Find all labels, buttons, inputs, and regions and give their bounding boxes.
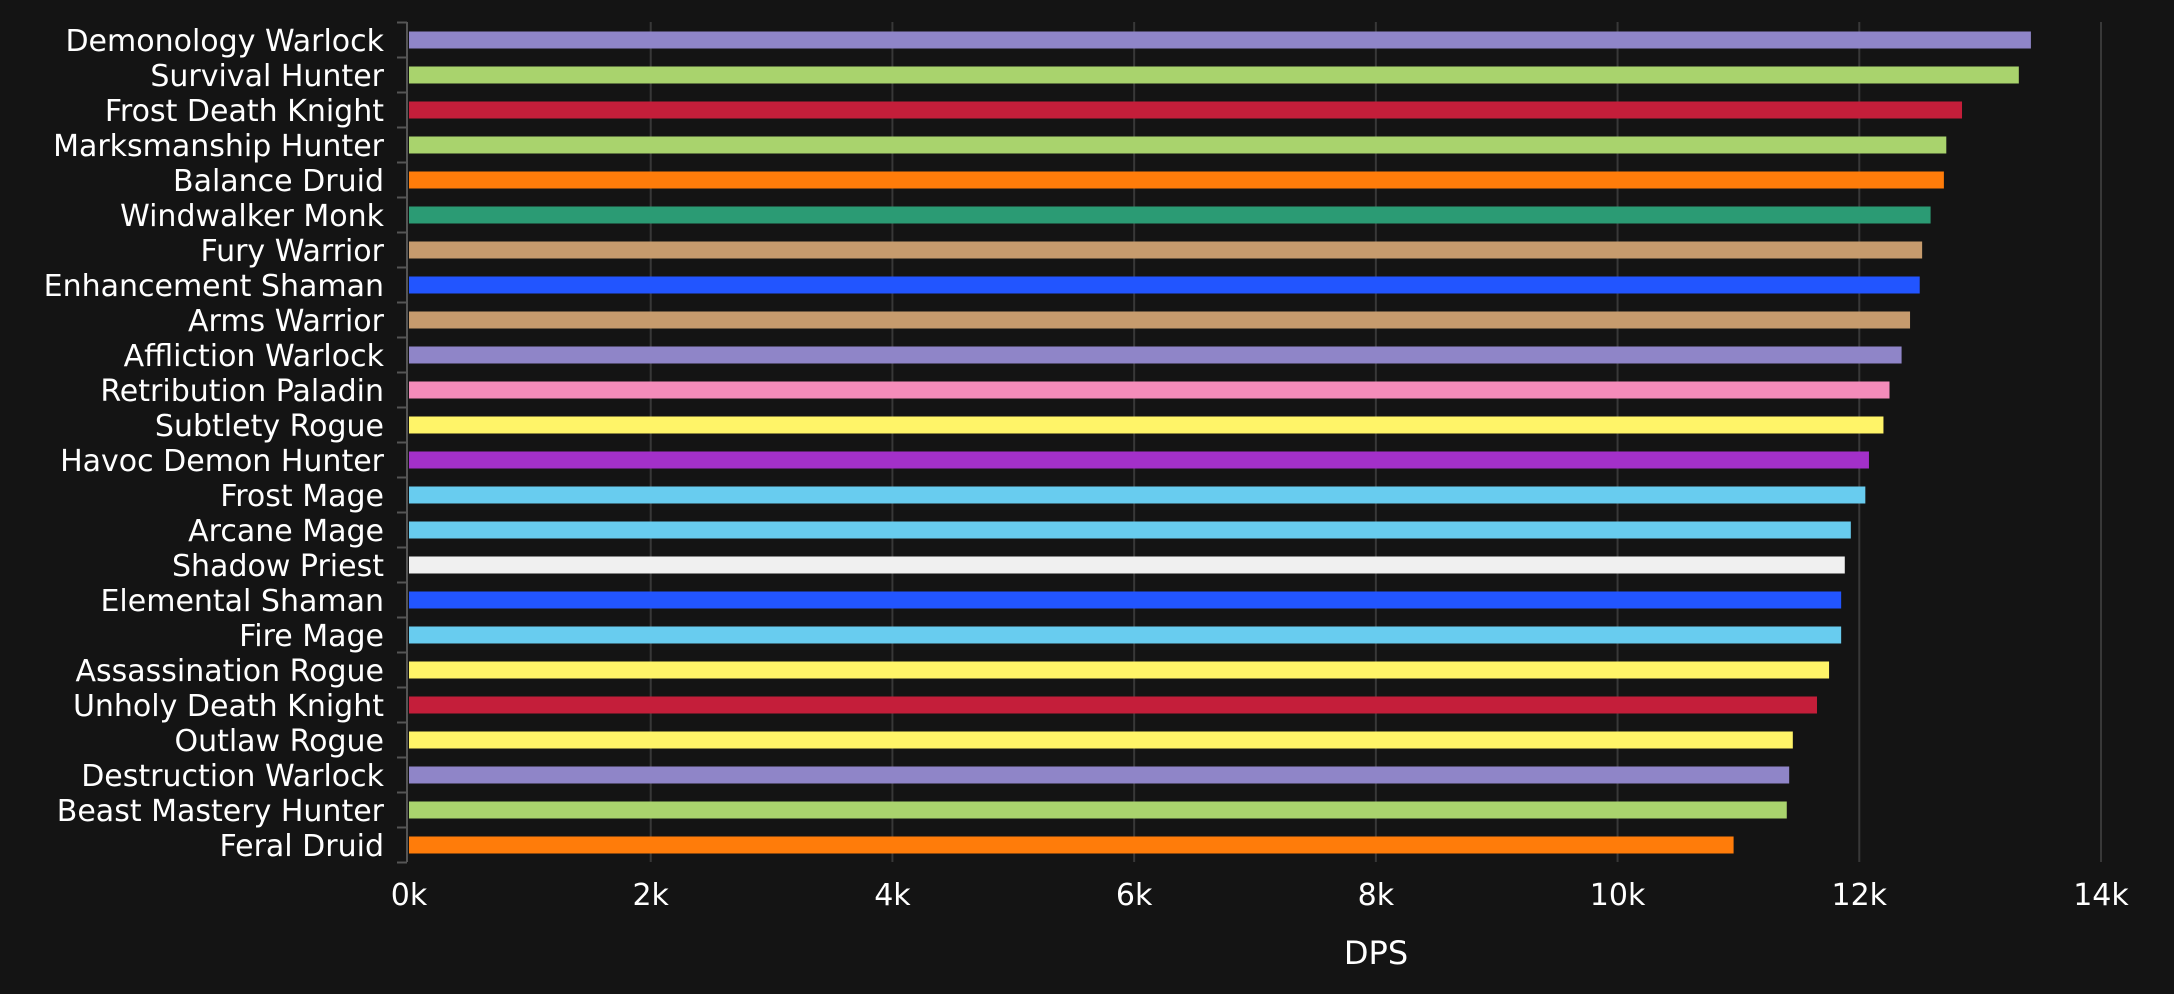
category-label: Elemental Shaman bbox=[100, 584, 384, 619]
category-label: Destruction Warlock bbox=[81, 759, 384, 794]
x-tick-label: 8k bbox=[1358, 878, 1395, 913]
x-axis-title: DPS bbox=[1344, 934, 1408, 972]
bar bbox=[409, 731, 1793, 749]
bar bbox=[409, 486, 1866, 504]
bar bbox=[409, 696, 1817, 714]
x-tick-labels: 0k 2k 4k 6k 8k 10k 12k 14k bbox=[391, 878, 2130, 913]
bar bbox=[409, 311, 1911, 329]
bar bbox=[409, 276, 1920, 294]
category-label: Havoc Demon Hunter bbox=[60, 444, 385, 479]
x-tick-label: 12k bbox=[1832, 878, 1888, 913]
x-tick-label: 10k bbox=[1590, 878, 1646, 913]
category-label: Frost Death Knight bbox=[105, 94, 384, 129]
category-label: Beast Mastery Hunter bbox=[57, 794, 385, 829]
category-label: Affliction Warlock bbox=[124, 339, 385, 374]
bar bbox=[409, 171, 1944, 189]
bar bbox=[409, 66, 2019, 84]
category-label: Arms Warrior bbox=[188, 304, 385, 339]
x-tick-label: 14k bbox=[2073, 878, 2129, 913]
bar bbox=[409, 416, 1884, 434]
category-label: Retribution Paladin bbox=[100, 374, 384, 409]
bar bbox=[409, 31, 2031, 49]
bar bbox=[409, 591, 1842, 609]
bar bbox=[409, 346, 1902, 364]
category-label: Demonology Warlock bbox=[65, 24, 384, 59]
category-label: Survival Hunter bbox=[150, 59, 384, 94]
bar bbox=[409, 836, 1734, 854]
bar bbox=[409, 451, 1869, 469]
bar bbox=[409, 661, 1830, 679]
bar bbox=[409, 136, 1947, 154]
category-label: Fire Mage bbox=[239, 619, 384, 654]
bar bbox=[409, 381, 1890, 399]
x-tick-label: 6k bbox=[1116, 878, 1153, 913]
bar bbox=[409, 801, 1787, 819]
bar bbox=[409, 206, 1931, 224]
category-label: Subtlety Rogue bbox=[155, 409, 384, 444]
category-label: Assassination Rogue bbox=[75, 654, 384, 689]
category-label: Balance Druid bbox=[173, 164, 384, 199]
category-label: Marksmanship Hunter bbox=[53, 129, 385, 164]
category-label: Windwalker Monk bbox=[120, 199, 385, 234]
category-label: Shadow Priest bbox=[172, 549, 384, 584]
category-label: Fury Warrior bbox=[200, 234, 384, 269]
bar bbox=[409, 521, 1851, 539]
category-label: Unholy Death Knight bbox=[73, 689, 384, 724]
x-tick-label: 2k bbox=[632, 878, 669, 913]
category-label: Frost Mage bbox=[220, 479, 384, 514]
bar bbox=[409, 556, 1845, 574]
y-axis bbox=[397, 21, 408, 864]
category-label: Feral Druid bbox=[220, 829, 385, 864]
bar bbox=[409, 766, 1790, 784]
x-tick-label: 0k bbox=[391, 878, 428, 913]
bars bbox=[409, 31, 2031, 854]
bar bbox=[409, 626, 1842, 644]
category-label: Enhancement Shaman bbox=[44, 269, 384, 304]
x-tick-label: 4k bbox=[874, 878, 911, 913]
category-label: Outlaw Rogue bbox=[174, 724, 384, 759]
grid-lines bbox=[649, 22, 2102, 862]
bar bbox=[409, 241, 1923, 259]
category-label: Arcane Mage bbox=[188, 514, 384, 549]
bar bbox=[409, 101, 1963, 119]
